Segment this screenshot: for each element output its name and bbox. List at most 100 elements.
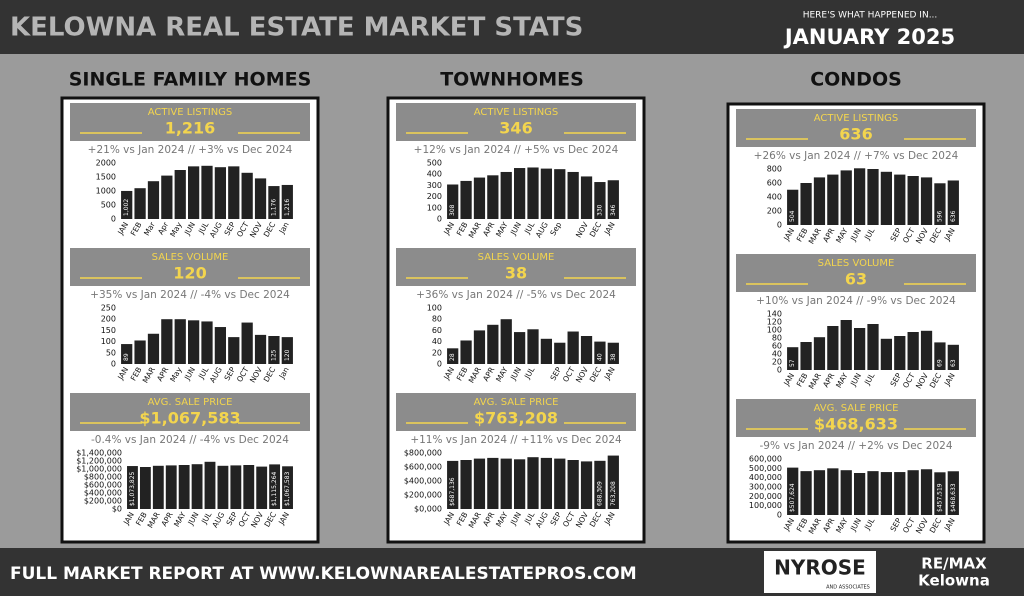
- bar: [134, 340, 146, 364]
- bar: [174, 319, 186, 364]
- metric-header: [70, 103, 310, 141]
- value-label: $507,624: [789, 483, 796, 512]
- y-tick-label: 0: [777, 511, 782, 520]
- bar: [500, 171, 512, 219]
- value-label: 330: [596, 204, 603, 216]
- bar: [228, 166, 240, 219]
- bar: [204, 461, 216, 509]
- bar: [787, 189, 799, 225]
- metric-subtitle: +11% vs Jan 2024 // +11% vs Dec 2024: [410, 434, 622, 446]
- bar: [500, 319, 512, 364]
- bar: [934, 342, 946, 370]
- section-title: SINGLE FAMILY HOMES: [69, 69, 312, 91]
- metric-value: 1,216: [165, 119, 216, 138]
- bar: [447, 348, 459, 364]
- bar: [920, 177, 933, 225]
- y-tick-label: $1,000,000: [76, 465, 122, 474]
- value-label: 504: [789, 210, 796, 222]
- bar: [907, 176, 919, 225]
- y-tick-label: 100: [427, 304, 442, 313]
- metric-subtitle: +36% vs Jan 2024 // -5% vs Dec 2024: [416, 289, 616, 301]
- y-tick-label: 150: [101, 326, 116, 335]
- y-tick-label: 200: [427, 192, 442, 201]
- metric-value: $1,067,583: [139, 409, 240, 428]
- metric-value: 120: [173, 264, 206, 283]
- value-label: 1,216: [284, 199, 291, 216]
- y-tick-label: 80: [772, 334, 782, 343]
- y-tick-label: 100: [767, 326, 782, 335]
- value-label: 28: [449, 353, 456, 361]
- y-tick-label: $800,000: [404, 449, 442, 458]
- y-tick-label: $1,200,000: [76, 457, 122, 466]
- y-tick-label: 120: [767, 318, 782, 327]
- metric-header: [396, 248, 636, 286]
- y-tick-label: 400,000: [749, 473, 782, 482]
- metric-title: AVG. SALE PRICE: [814, 403, 899, 414]
- y-tick-label: $200,000: [84, 497, 122, 506]
- value-label: 688,309: [596, 481, 603, 506]
- value-label: 38: [610, 353, 617, 361]
- y-tick-label: 60: [772, 342, 782, 351]
- bar: [907, 470, 919, 515]
- bar: [281, 337, 293, 364]
- bar: [907, 332, 919, 370]
- bar: [840, 170, 852, 225]
- bar: [513, 459, 526, 509]
- bar: [813, 337, 826, 370]
- bar: [447, 460, 459, 509]
- bar: [214, 327, 227, 364]
- y-tick-label: 50: [106, 348, 116, 357]
- metric-header: [736, 109, 976, 147]
- logo-sub: Kelowna: [918, 572, 990, 590]
- bar: [243, 465, 255, 509]
- bar: [594, 341, 606, 364]
- metric-title: ACTIVE LISTINGS: [474, 107, 559, 118]
- y-tick-label: 60: [432, 326, 442, 335]
- metric-header: [396, 103, 636, 141]
- bar: [867, 471, 879, 515]
- bar: [187, 166, 200, 219]
- y-tick-label: 400: [427, 170, 442, 179]
- bar: [947, 471, 959, 515]
- bar: [580, 176, 593, 219]
- bar: [161, 319, 173, 364]
- bar: [282, 466, 293, 509]
- y-tick-label: $800,000: [84, 473, 122, 482]
- bar: [201, 165, 213, 219]
- bar: [567, 331, 579, 364]
- y-tick-label: 140: [767, 310, 782, 319]
- bar: [473, 330, 486, 364]
- y-tick-label: 2000: [96, 159, 116, 168]
- bar: [894, 472, 906, 515]
- bar: [867, 169, 879, 225]
- logo-box: [764, 551, 876, 593]
- y-tick-label: 100: [427, 203, 442, 212]
- y-tick-label: 0: [777, 221, 782, 230]
- bar: [853, 168, 866, 225]
- section-title: CONDOS: [810, 69, 902, 91]
- bar: [827, 468, 839, 515]
- metric-header: [70, 248, 310, 286]
- bar: [800, 342, 812, 370]
- metric-value: 63: [845, 270, 867, 289]
- bar: [228, 337, 240, 364]
- value-label: 346: [610, 204, 617, 216]
- value-label: 63: [950, 359, 957, 367]
- metric-value: $763,208: [474, 409, 558, 428]
- y-tick-label: $600,000: [84, 481, 122, 490]
- bar: [447, 184, 459, 219]
- bar: [527, 457, 539, 509]
- bar: [554, 342, 566, 364]
- header-bar: [0, 0, 1024, 54]
- y-tick-label: 0: [777, 366, 782, 375]
- bar: [947, 344, 959, 370]
- bar: [152, 465, 164, 509]
- bar: [840, 320, 852, 370]
- y-tick-label: 600,000: [749, 455, 782, 464]
- bar: [241, 322, 253, 364]
- y-tick-label: 0: [111, 360, 116, 369]
- bar: [487, 175, 499, 219]
- section-title: TOWNHOMES: [440, 69, 584, 91]
- bar: [473, 458, 486, 509]
- bar: [254, 334, 267, 364]
